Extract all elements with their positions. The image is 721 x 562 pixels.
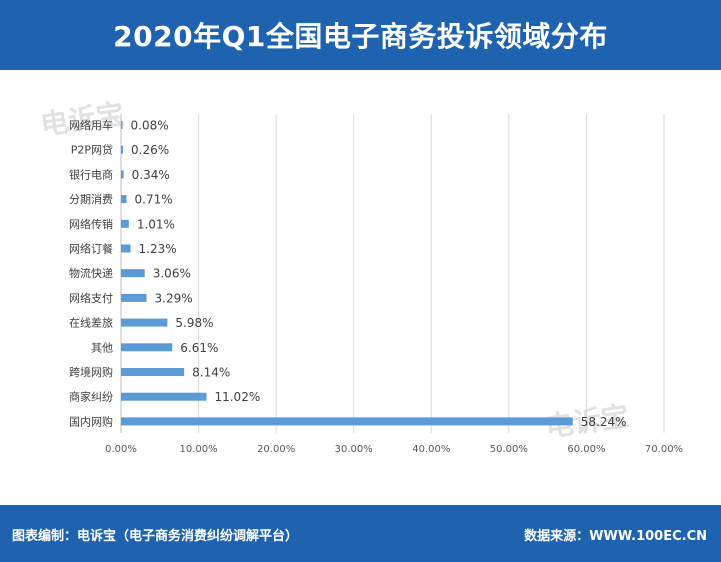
bar: [121, 195, 127, 204]
footer-credit: 图表编制：电诉宝（电子商务消费纠纷调解平台）: [12, 529, 299, 544]
data-label: 11.02%: [214, 390, 260, 404]
data-label: 8.14%: [192, 366, 230, 380]
bar: [121, 145, 124, 154]
category-label: 其他: [91, 341, 113, 354]
bar: [121, 244, 131, 253]
x-tick-label: 60.00%: [567, 444, 605, 455]
category-label: 银行电商: [69, 167, 113, 181]
bar: [121, 318, 168, 327]
data-label: 0.71%: [135, 193, 173, 207]
chart-title: 2020年Q1全国电子商务投诉领域分布: [0, 0, 721, 70]
category-label: 商家纠纷: [69, 390, 113, 404]
x-tick-label: 0.00%: [105, 444, 137, 455]
footer-source: 数据来源：WWW.100EC.CN: [524, 529, 707, 544]
data-label: 3.06%: [153, 267, 191, 281]
data-label: 0.08%: [131, 119, 169, 133]
x-tick-label: 20.00%: [257, 444, 295, 455]
data-label: 0.26%: [131, 143, 169, 157]
category-label: 网络支付: [69, 291, 113, 305]
bar: [121, 343, 173, 352]
data-label: 58.24%: [581, 415, 627, 429]
category-label: 网络传销: [69, 217, 113, 231]
bar: [121, 219, 129, 228]
bar: [121, 417, 573, 426]
bar: [121, 293, 147, 302]
category-label: P2P网贷: [71, 143, 113, 157]
bar: [121, 269, 145, 278]
bar: [121, 121, 123, 129]
bar: [121, 368, 185, 376]
data-label: 0.34%: [132, 168, 170, 182]
category-label: 网络用车: [69, 118, 113, 132]
category-label: 国内网购: [69, 414, 113, 428]
category-label: 在线差旅: [69, 316, 113, 330]
x-tick-label: 70.00%: [645, 444, 683, 455]
data-label: 6.61%: [180, 341, 218, 355]
bar: [121, 170, 124, 179]
data-label: 1.01%: [137, 217, 175, 231]
data-label: 3.29%: [155, 291, 193, 305]
bar: [121, 392, 207, 401]
data-label: 1.23%: [139, 242, 177, 256]
x-tick-label: 10.00%: [180, 444, 218, 455]
category-label: 跨境网购: [69, 365, 113, 379]
data-label: 5.98%: [175, 316, 213, 330]
x-tick-label: 40.00%: [412, 444, 450, 455]
category-label: 分期消费: [69, 192, 113, 206]
category-label: 网络订餐: [69, 242, 113, 256]
x-tick-label: 50.00%: [490, 444, 528, 455]
category-label: 物流快递: [69, 266, 113, 280]
footer-bar: 图表编制：电诉宝（电子商务消费纠纷调解平台） 数据来源：WWW.100EC.CN: [0, 505, 721, 562]
x-tick-label: 30.00%: [335, 444, 373, 455]
